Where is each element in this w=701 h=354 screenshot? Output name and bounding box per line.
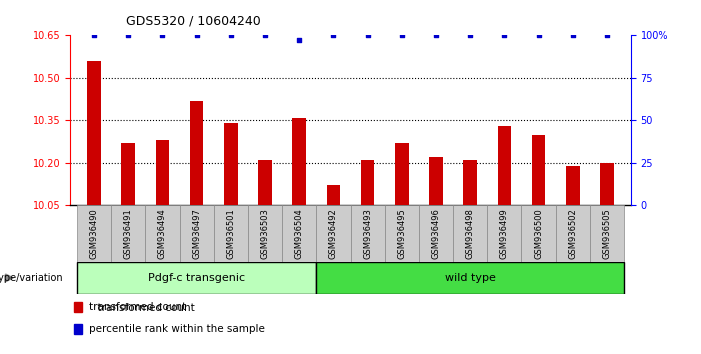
Text: GSM936498: GSM936498: [465, 208, 475, 259]
Text: GSM936504: GSM936504: [294, 208, 304, 259]
Point: [567, 33, 578, 38]
Bar: [282, 205, 316, 262]
Bar: [566, 166, 580, 205]
Text: GSM936501: GSM936501: [226, 208, 236, 259]
Bar: [590, 205, 624, 262]
Bar: [248, 205, 282, 262]
Bar: [292, 118, 306, 205]
Text: GDS5320 / 10604240: GDS5320 / 10604240: [126, 14, 261, 27]
Bar: [556, 205, 590, 262]
Point: [533, 33, 544, 38]
Point: [499, 33, 510, 38]
Point: [465, 33, 476, 38]
Bar: [395, 143, 409, 205]
Bar: [224, 123, 238, 205]
Text: GSM936502: GSM936502: [569, 208, 577, 259]
Bar: [419, 205, 453, 262]
Text: transformed count: transformed count: [91, 303, 195, 313]
Bar: [385, 205, 419, 262]
Bar: [316, 262, 624, 294]
Text: GSM936492: GSM936492: [329, 208, 338, 259]
Text: GSM936500: GSM936500: [534, 208, 543, 259]
Text: GSM936497: GSM936497: [192, 208, 201, 259]
Point: [294, 38, 305, 43]
Bar: [87, 61, 101, 205]
Bar: [145, 205, 179, 262]
Text: GSM936503: GSM936503: [261, 208, 269, 259]
Bar: [179, 205, 214, 262]
Point: [225, 33, 236, 38]
Text: GSM936496: GSM936496: [432, 208, 440, 259]
Bar: [258, 160, 272, 205]
Text: GSM936499: GSM936499: [500, 208, 509, 259]
Text: GSM936490: GSM936490: [90, 208, 99, 259]
Bar: [74, 324, 83, 335]
Bar: [532, 135, 545, 205]
Bar: [600, 163, 614, 205]
Point: [259, 33, 271, 38]
Point: [396, 33, 407, 38]
Text: genotype/variation: genotype/variation: [0, 273, 63, 283]
Text: percentile rank within the sample: percentile rank within the sample: [90, 324, 265, 335]
Bar: [522, 205, 556, 262]
Bar: [498, 126, 511, 205]
Point: [88, 33, 100, 38]
Text: GSM936505: GSM936505: [602, 208, 611, 259]
Text: GSM936495: GSM936495: [397, 208, 407, 259]
Text: GSM936491: GSM936491: [124, 208, 132, 259]
Text: GSM936493: GSM936493: [363, 208, 372, 259]
Text: Pdgf-c transgenic: Pdgf-c transgenic: [148, 273, 245, 283]
Point: [191, 33, 202, 38]
Point: [157, 33, 168, 38]
Bar: [316, 205, 350, 262]
Bar: [361, 160, 374, 205]
Bar: [350, 205, 385, 262]
Text: wild type: wild type: [444, 273, 496, 283]
Point: [123, 33, 134, 38]
Point: [601, 33, 613, 38]
Bar: [77, 262, 316, 294]
Bar: [190, 101, 203, 205]
Bar: [214, 205, 248, 262]
Bar: [74, 302, 83, 312]
Point: [362, 33, 373, 38]
Bar: [429, 157, 443, 205]
Bar: [77, 205, 111, 262]
Bar: [111, 205, 145, 262]
Bar: [463, 160, 477, 205]
Bar: [327, 185, 340, 205]
Text: transformed count: transformed count: [90, 302, 186, 312]
Point: [430, 33, 442, 38]
Point: [328, 33, 339, 38]
Bar: [121, 143, 135, 205]
Bar: [156, 140, 169, 205]
Bar: [487, 205, 522, 262]
Text: GSM936494: GSM936494: [158, 208, 167, 259]
Bar: [453, 205, 487, 262]
